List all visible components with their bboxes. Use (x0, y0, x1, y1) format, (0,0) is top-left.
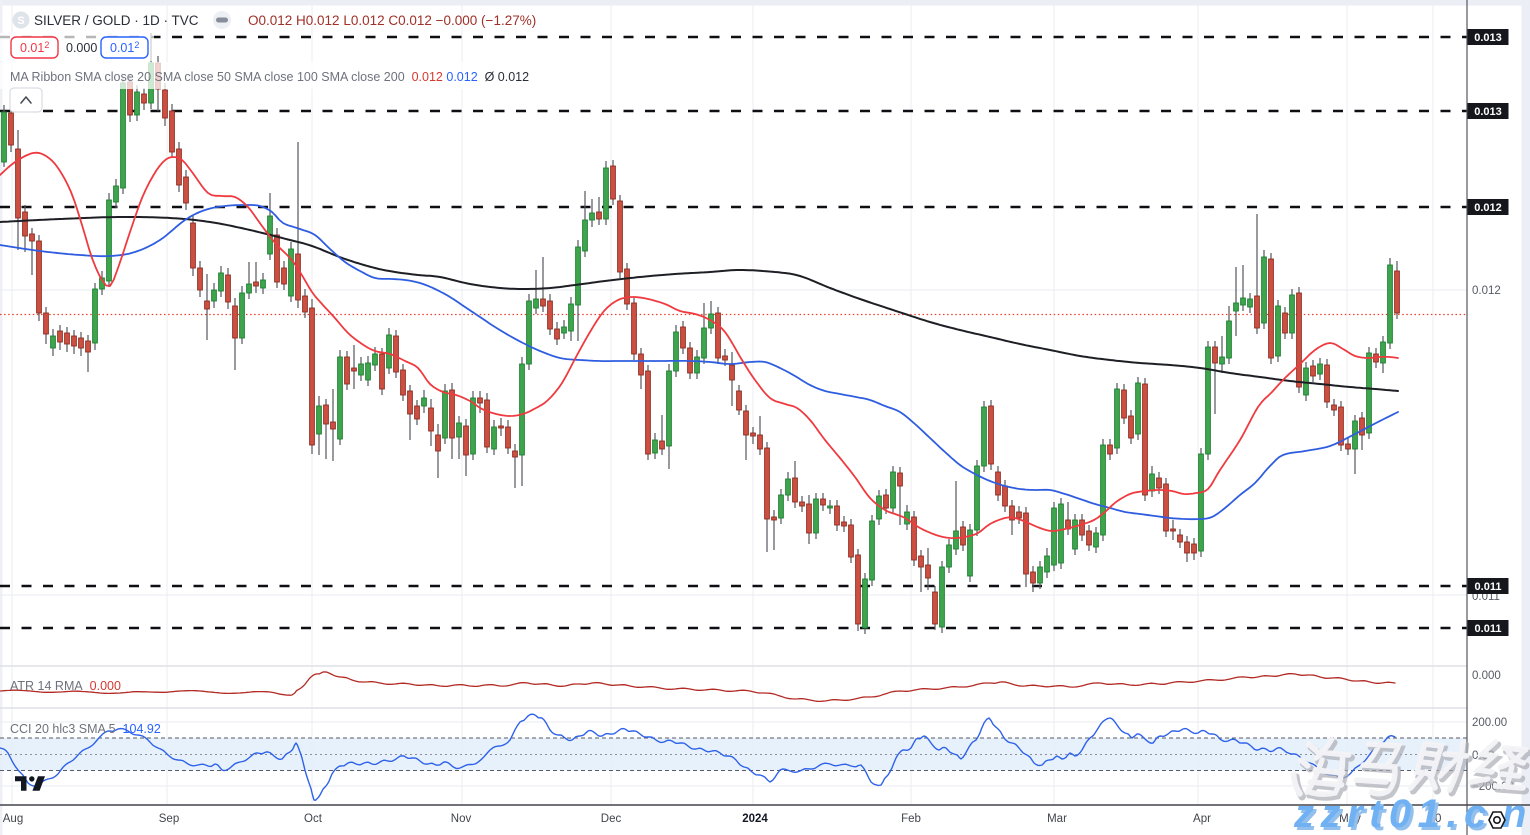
svg-text:SILVER / GOLD · 1D · TVC: SILVER / GOLD · 1D · TVC (34, 13, 199, 28)
svg-text:2024: 2024 (742, 813, 768, 825)
svg-text:Oct: Oct (304, 813, 323, 825)
svg-text:0.011: 0.011 (1475, 581, 1502, 593)
svg-text:S: S (17, 15, 24, 27)
svg-text:zzrt01.c: zzrt01.c (1296, 795, 1496, 835)
svg-text:May: May (1339, 813, 1361, 825)
svg-text:CCI 20 hlc3 SMA 5 104.92: CCI 20 hlc3 SMA 5 104.92 (10, 722, 161, 736)
svg-text:Mar: Mar (1047, 813, 1067, 825)
svg-text:0.012: 0.012 (20, 40, 49, 55)
svg-text:0.013: 0.013 (1474, 32, 1502, 44)
svg-text:Dec: Dec (601, 813, 622, 825)
svg-text:ATR 14 RMA 0.000: ATR 14 RMA 0.000 (10, 679, 121, 693)
svg-text:Apr: Apr (1193, 813, 1211, 825)
svg-text:n: n (1502, 792, 1526, 835)
svg-text:zzrt01.c: zzrt01.c (1293, 792, 1493, 835)
svg-text:0.012: 0.012 (1472, 285, 1501, 297)
svg-text:20: 20 (1429, 813, 1442, 825)
svg-text:200.00: 200.00 (1472, 717, 1507, 729)
svg-text:0.012: 0.012 (1474, 202, 1502, 214)
svg-text:0.000: 0.000 (66, 41, 97, 55)
svg-text:Nov: Nov (451, 813, 472, 825)
svg-text:Aug: Aug (3, 813, 23, 825)
svg-text:0.013: 0.013 (1474, 106, 1502, 118)
svg-text:0.012: 0.012 (110, 40, 139, 55)
svg-text:MA Ribbon SMA close 20 SMA clo: MA Ribbon SMA close 20 SMA close 50 SMA … (10, 70, 529, 84)
svg-text:0.000: 0.000 (1472, 670, 1501, 682)
svg-text:0.011: 0.011 (1475, 623, 1502, 635)
svg-text:Sep: Sep (159, 813, 179, 825)
svg-text:Feb: Feb (901, 813, 921, 825)
svg-text:O0.012 H0.012 L0.012 C0.012 −0: O0.012 H0.012 L0.012 C0.012 −0.000 (−1.2… (248, 13, 536, 28)
